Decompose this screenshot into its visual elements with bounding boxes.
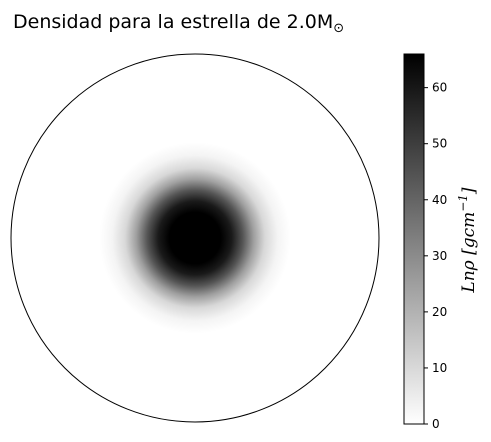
colorbar-label-main: Lnρ [gcm [459, 212, 479, 294]
title-subscript: ⊙ [333, 21, 344, 36]
colorbar-tick-label: 50 [432, 137, 447, 151]
colorbar-tick-label: 20 [432, 305, 447, 319]
density-disk [11, 54, 379, 422]
chart-title: Densidad para la estrella de 2.0M⊙ [13, 11, 344, 36]
colorbar-tick-label: 0 [432, 417, 440, 431]
colorbar-tick-label: 10 [432, 361, 447, 375]
colorbar-tick-label: 60 [432, 81, 447, 95]
colorbar-label-exponent: −1 [456, 194, 470, 212]
colorbar-label-close: ] [459, 187, 479, 195]
colorbar [403, 53, 425, 425]
star-boundary [10, 53, 380, 423]
colorbar-label: Lnρ [gcm−1] [456, 187, 479, 294]
colorbar-tick-label: 30 [432, 249, 447, 263]
colorbar-ticks: 0 10 20 30 40 50 60 [424, 81, 447, 431]
title-main: Densidad para la estrella de 2.0M [13, 11, 333, 33]
colorbar-tick-label: 40 [432, 193, 447, 207]
